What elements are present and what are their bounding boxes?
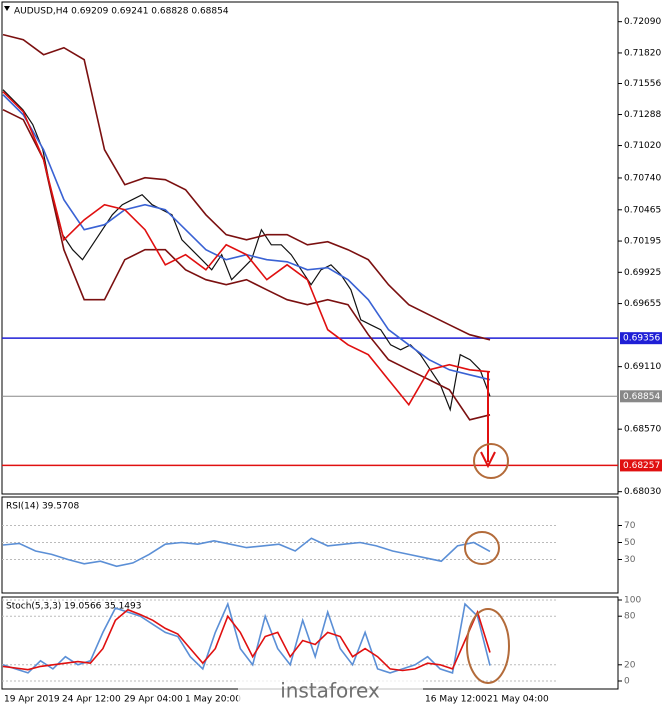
circle-marker (464, 531, 500, 565)
watermark-box (238, 674, 423, 708)
level-label: 0.68257 (623, 461, 660, 471)
x-tick-label: 19 Apr 2019 (4, 695, 60, 705)
x-tick-label: 29 Apr 04:00 (124, 695, 183, 705)
level-label-bg (620, 332, 662, 345)
level-label-bg (620, 390, 662, 403)
series-line (2, 91, 491, 407)
y-tick-label: 30 (624, 555, 636, 565)
y-tick-label: 0.69925 (624, 268, 661, 278)
y-tick-label: 0.70195 (624, 237, 661, 247)
y-tick-label: 80 (624, 612, 636, 622)
y-tick-label: 0.69110 (624, 362, 661, 372)
panel-title: AUDUSD,H4 0.69209 0.69241 0.68828 0.6885… (14, 7, 229, 17)
series-line (2, 108, 491, 421)
panel-title: RSI(14) 39.5708 (6, 502, 79, 512)
series-line (2, 608, 491, 672)
y-tick-label: 0.69655 (624, 299, 661, 309)
title-arrow (4, 6, 10, 11)
y-tick-label: 0.68570 (624, 425, 661, 435)
y-tick-label: 70 (624, 521, 636, 531)
y-tick-label: 0.71288 (624, 110, 661, 120)
panel-title: Stoch(5,3,3) 19.0566 35.1493 (6, 602, 141, 612)
y-tick-label: 0.70465 (624, 205, 661, 215)
panel-frame (1, 1, 619, 495)
series-line (2, 33, 491, 341)
y-tick-label: 0.70740 (624, 173, 661, 183)
y-tick-label: 0.72090 (624, 17, 661, 27)
x-tick-label: 16 May 12:00 (425, 695, 487, 705)
y-tick-label: 0.71556 (624, 79, 661, 89)
level-label: 0.68854 (623, 392, 660, 402)
y-tick-label: 20 (624, 660, 636, 670)
x-tick-label: 1 May 20:00 (185, 695, 241, 705)
circle-marker (473, 443, 509, 479)
panel-frame (1, 496, 619, 594)
level-label: 0.69356 (623, 334, 660, 344)
watermark: instaforex (280, 679, 380, 703)
circle-marker (466, 608, 510, 684)
y-tick-label: 0.71820 (624, 48, 661, 58)
x-tick-label: 24 Apr 12:00 (62, 695, 121, 705)
y-tick-label: 100 (624, 596, 641, 606)
x-tick-label: 21 May 04:00 (487, 695, 549, 705)
y-tick-label: 50 (624, 538, 636, 548)
y-tick-label: 0.71020 (624, 141, 661, 151)
series-line (2, 537, 491, 568)
y-tick-label: 0 (624, 677, 630, 687)
level-label-bg (620, 459, 662, 472)
arrow-head (480, 451, 496, 469)
y-tick-label: 0.68030 (624, 487, 661, 497)
